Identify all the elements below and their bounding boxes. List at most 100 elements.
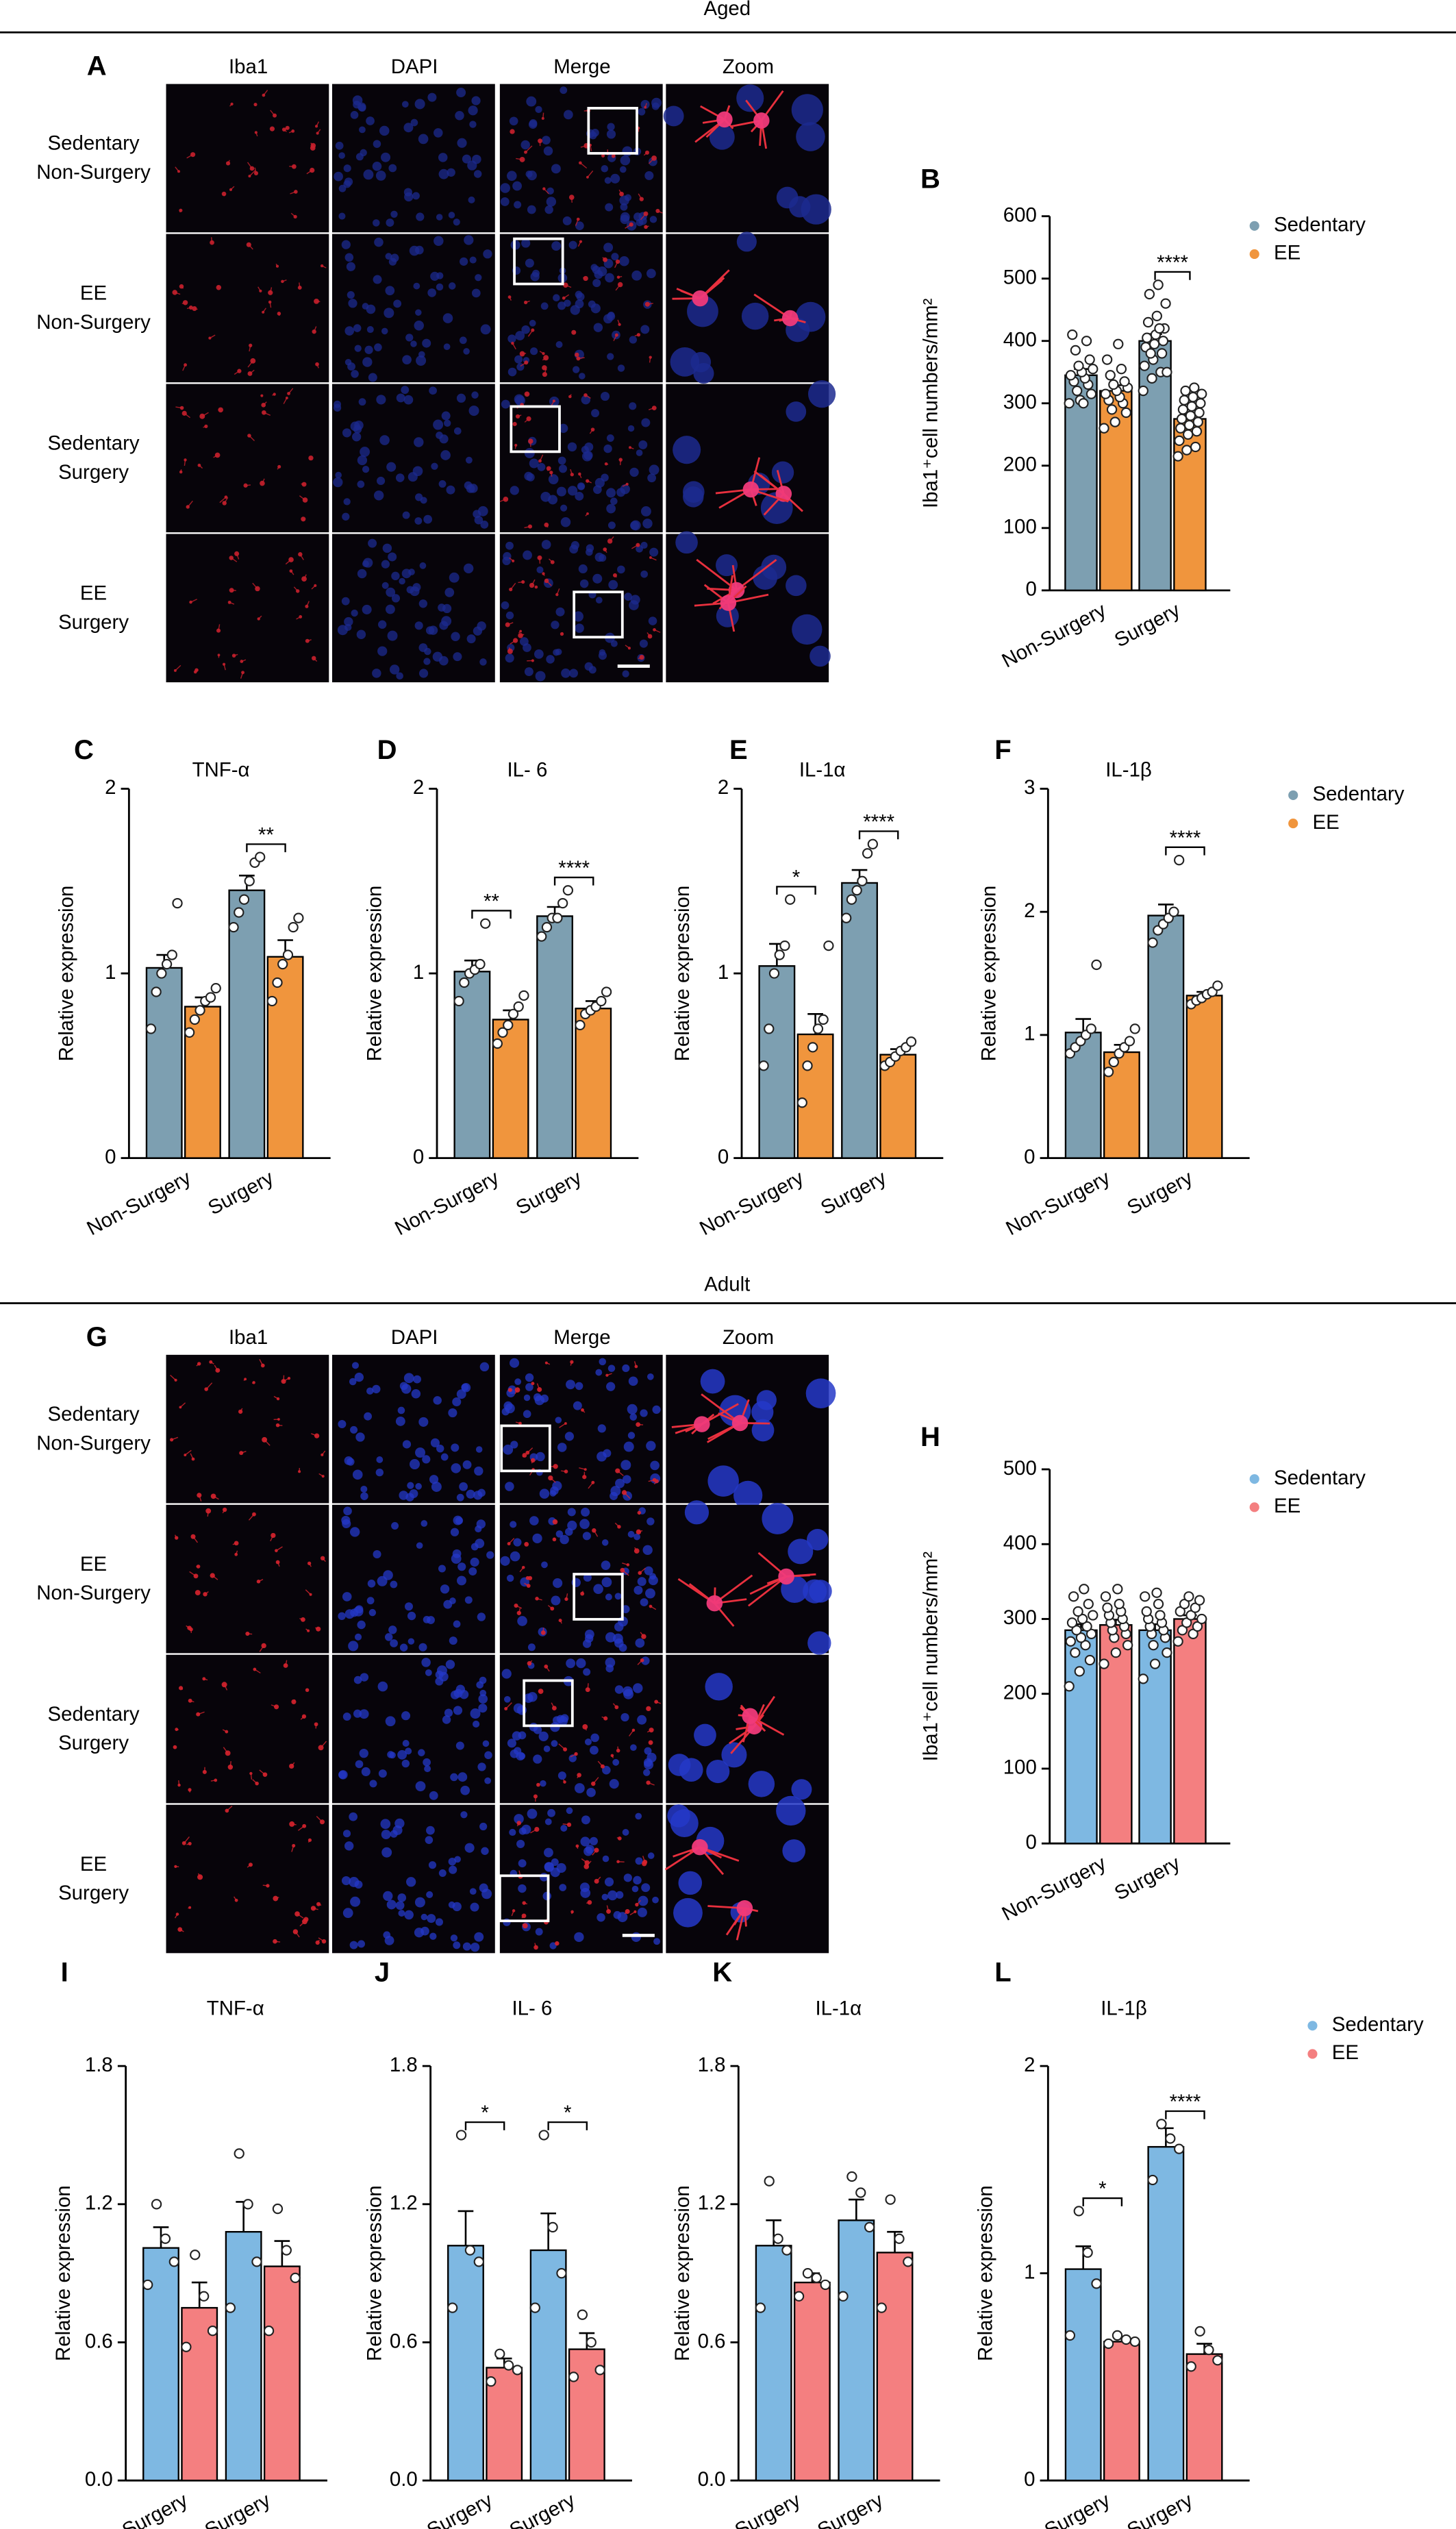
process-stain	[577, 241, 581, 247]
process-stain	[290, 571, 294, 575]
process-stain	[624, 1911, 628, 1915]
micrograph-field	[666, 534, 829, 683]
cell-stain	[609, 1779, 619, 1789]
cell-stain	[507, 648, 513, 654]
y-tick-label: 0	[1026, 578, 1037, 601]
process-stain	[317, 129, 321, 134]
data-point	[168, 2256, 179, 2267]
cell-stain	[542, 136, 551, 145]
data-point	[473, 2256, 484, 2267]
cell-stain	[583, 1668, 591, 1676]
data-point	[184, 1027, 195, 1038]
y-axis-label: Relative expression	[975, 2185, 997, 2361]
cell-stain	[578, 564, 588, 574]
cell-stain	[567, 442, 577, 452]
cell-stain	[402, 1739, 410, 1747]
process-stain	[631, 544, 638, 549]
cell-stain	[580, 1836, 590, 1847]
process-stain	[270, 1535, 274, 1542]
cell-stain	[403, 123, 414, 133]
cell-stain	[575, 491, 584, 501]
cell-stain	[670, 347, 700, 377]
cell-stain	[300, 1617, 305, 1622]
cell-stain	[373, 219, 380, 227]
cell-stain	[415, 1781, 426, 1792]
cell-stain	[389, 1752, 396, 1759]
process-stain	[560, 1620, 562, 1624]
y-tick-label: 2	[413, 776, 424, 799]
process-stain	[307, 639, 312, 642]
cell-stain	[444, 588, 455, 597]
cell-stain	[305, 1688, 310, 1693]
cell-stain	[352, 432, 362, 442]
process-stain	[293, 586, 299, 592]
bar	[1173, 1618, 1207, 1845]
cell-stain	[418, 134, 429, 145]
y-tick-label: 1.2	[390, 2192, 418, 2215]
cell-stain	[622, 670, 629, 677]
cell-stain	[518, 1421, 522, 1425]
cell-stain	[356, 630, 366, 640]
process-stain	[277, 1424, 283, 1426]
cell-stain	[533, 1726, 542, 1734]
cell-stain	[597, 266, 607, 277]
chart-title: IL-1α	[799, 758, 846, 781]
micrograph	[332, 234, 495, 383]
process-stain	[249, 369, 255, 375]
process-stain	[240, 672, 244, 679]
cell-stain	[530, 1458, 536, 1463]
cell-stain	[692, 290, 709, 307]
cell-stain	[449, 1597, 456, 1604]
panel-letter: E	[729, 735, 748, 765]
cell-stain	[423, 514, 433, 524]
cell-stain	[505, 611, 514, 620]
process-stain	[525, 1543, 527, 1545]
process-stain	[588, 1482, 594, 1489]
cell-stain	[637, 1510, 642, 1515]
row-label: Surgery	[58, 611, 129, 634]
cell-stain	[640, 506, 651, 516]
cell-stain	[452, 1397, 462, 1407]
cell-stain	[606, 1382, 616, 1391]
cell-stain	[548, 474, 559, 484]
process-stain	[218, 624, 221, 631]
cell-stain	[425, 1836, 434, 1844]
data-point	[1177, 404, 1189, 415]
cell-stain	[583, 451, 593, 460]
cell-stain	[644, 1747, 652, 1755]
cell-stain	[622, 1364, 630, 1372]
cell-stain	[633, 1876, 642, 1885]
y-tick-label: 200	[1003, 453, 1037, 476]
process-stain	[232, 1543, 237, 1545]
data-point	[1084, 354, 1095, 365]
cell-stain	[448, 282, 456, 290]
process-stain	[249, 435, 255, 442]
data-point	[1067, 329, 1078, 340]
cell-stain	[586, 479, 590, 483]
cell-stain	[462, 1460, 472, 1469]
cell-stain	[534, 1945, 538, 1950]
y-tick-label: 0	[1024, 2468, 1035, 2491]
cell-stain	[619, 195, 629, 205]
cell-stain	[342, 1830, 351, 1838]
cell-stain	[341, 240, 351, 249]
data-point	[562, 885, 574, 896]
cell-stain	[446, 485, 455, 495]
data-point	[1183, 429, 1194, 440]
micrograph-field	[499, 1354, 663, 1504]
cell-stain	[435, 1677, 444, 1686]
cell-stain	[391, 1521, 399, 1530]
cell-stain	[444, 1708, 453, 1717]
cell-stain	[683, 486, 704, 508]
process-stain	[581, 1409, 586, 1413]
zoom-box	[498, 1874, 550, 1923]
process-stain	[571, 1911, 573, 1915]
cell-stain	[440, 1453, 449, 1461]
data-point	[820, 2279, 831, 2291]
data-point	[1075, 1632, 1087, 1643]
cell-stain	[788, 1538, 814, 1565]
chart-title: IL-1β	[1101, 1997, 1147, 2019]
cell-stain	[376, 1456, 384, 1463]
cell-stain	[610, 173, 620, 184]
cell-stain	[418, 599, 428, 608]
